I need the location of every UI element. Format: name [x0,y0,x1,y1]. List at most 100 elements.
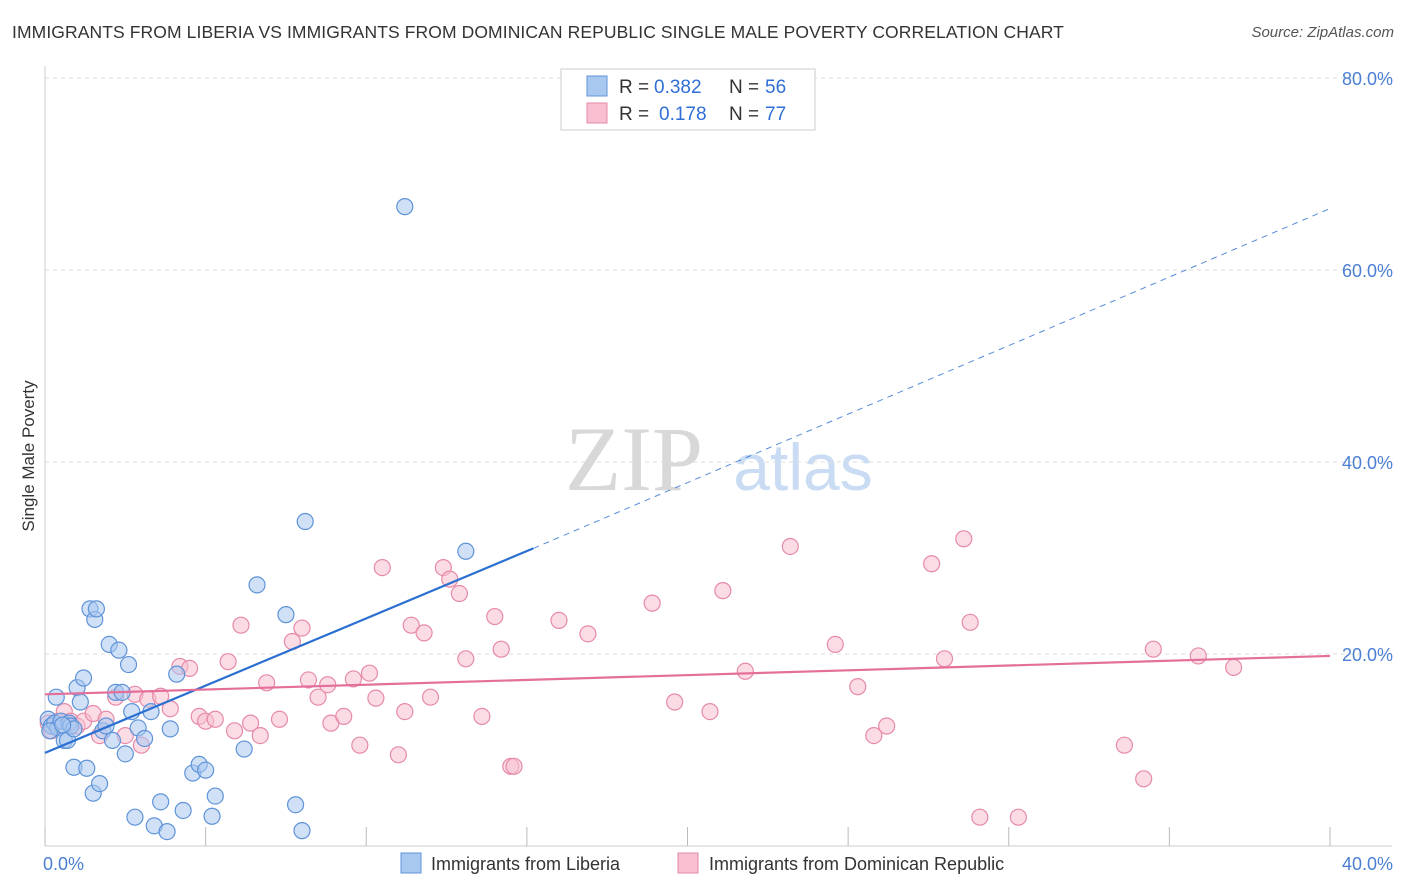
point-dominican-republic [251,726,269,745]
point-liberia [47,688,65,706]
series-liberia [39,198,475,841]
point-dominican-republic [550,611,568,630]
point-liberia [78,759,96,777]
point-liberia [161,720,179,738]
point-dominican-republic [736,662,754,680]
legend-n-label-1: N = [729,77,759,98]
point-dominican-republic [878,717,896,735]
point-liberia [119,655,138,674]
point-dominican-republic [360,664,379,682]
point-dominican-republic [666,693,684,711]
legend-n-label-2: N = [729,104,759,125]
point-dominican-republic [450,584,469,603]
point-dominican-republic [351,736,369,754]
bottom-legend: Immigrants from Liberia Immigrants from … [400,852,1004,874]
point-dominican-republic [206,710,224,728]
y-tick-label: 60.0% [1342,261,1393,281]
legend-r-label-2: R = [619,104,649,125]
grid-lines [45,77,1392,655]
x-tick-label: 0.0% [43,854,84,874]
legend-n-value-2: 77 [765,104,786,125]
point-dominican-republic [457,650,475,668]
point-liberia [91,774,109,793]
point-dominican-republic [225,722,244,740]
point-liberia [235,740,253,758]
series-dominican-republic [39,530,1243,826]
point-liberia [396,198,414,216]
point-liberia [174,801,192,820]
point-dominican-republic [373,558,391,577]
point-dominican-republic [865,726,883,745]
point-dominican-republic [961,613,979,631]
point-dominican-republic [826,635,844,654]
x-tick-label: 40.0% [1342,854,1393,874]
legend-r-label-1: R = [619,77,649,98]
point-liberia [286,796,305,814]
point-dominican-republic [309,688,327,706]
bottom-legend-swatch-liberia [400,852,422,874]
point-dominican-republic [1189,647,1207,665]
point-dominican-republic [473,707,491,726]
point-dominican-republic [232,616,250,634]
point-liberia [457,542,475,560]
point-dominican-republic [344,670,362,688]
point-dominican-republic [1144,640,1162,658]
point-liberia [87,600,106,618]
point-liberia [71,693,89,711]
top-legend: R = 0.382 N = 56 R = 0.178 N = 77 [560,68,816,131]
point-dominican-republic [242,714,260,732]
point-dominican-republic [1225,658,1243,677]
trend-line-liberia [44,547,534,754]
point-dominican-republic [849,678,867,696]
bottom-legend-label-dr: Immigrants from Dominican Republic [709,854,1004,874]
point-liberia [203,807,221,825]
point-liberia [197,761,215,779]
point-dominican-republic [492,640,510,658]
point-dominican-republic [1009,808,1027,826]
trend-line-dominican-republic [44,654,1331,696]
y-tick-label: 20.0% [1342,645,1393,665]
point-dominican-republic [505,757,523,775]
y-axis-label: Single Male Poverty [19,380,38,532]
point-dominican-republic [389,746,407,764]
point-dominican-republic [1135,770,1153,788]
point-dominican-republic [486,607,504,626]
point-dominican-republic [367,689,385,707]
point-dominican-republic [335,707,353,726]
legend-swatch-liberia [586,75,608,97]
point-liberia [103,731,122,750]
point-dominican-republic [299,671,318,689]
point-liberia [135,729,154,748]
point-dominican-republic [402,616,420,634]
point-liberia [110,641,128,659]
point-dominican-republic [1115,736,1134,754]
bottom-legend-label-liberia: Immigrants from Liberia [431,854,621,874]
point-liberia [74,669,93,687]
point-liberia [206,787,224,805]
point-dominican-republic [421,688,440,706]
point-dominican-republic [955,530,973,548]
point-liberia [158,822,176,841]
trend-lines [44,208,1331,754]
y-tick-label: 40.0% [1342,453,1393,473]
point-dominican-republic [396,702,414,721]
bottom-legend-swatch-dr [677,852,699,874]
watermark-zip: ZIP [565,408,703,510]
point-liberia [152,793,170,811]
trend-line-liberia-extrapolated [533,208,1331,549]
x-tick-labels: 0.0% 40.0% [43,854,1393,874]
watermark-atlas: atlas [733,430,872,504]
point-dominican-republic [270,710,289,728]
point-liberia [126,808,144,826]
point-dominican-republic [781,537,799,556]
chart-title: IMMIGRANTS FROM LIBERIA VS IMMIGRANTS FR… [12,22,1064,42]
point-dominican-republic [923,555,941,573]
legend-n-value-1: 56 [765,77,786,98]
point-dominican-republic [935,650,954,668]
legend-r-value-2: 0.178 [659,104,707,125]
point-dominican-republic [293,619,311,637]
point-dominican-republic [643,594,661,612]
point-dominican-republic [219,653,237,671]
point-liberia [293,822,311,840]
